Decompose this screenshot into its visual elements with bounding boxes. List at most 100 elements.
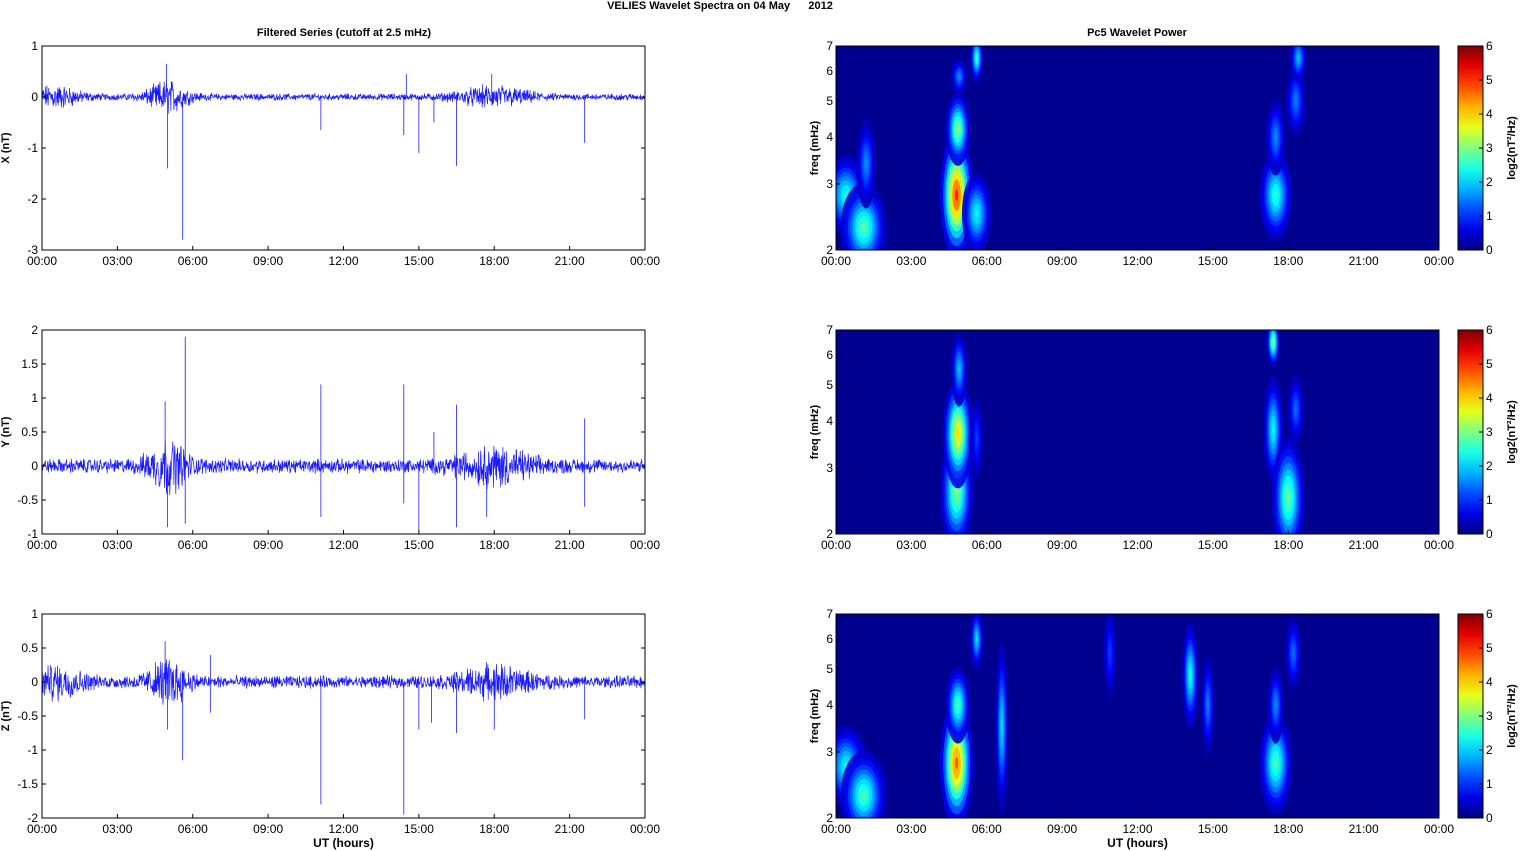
ts-xtick-label: 00:00 [630, 254, 660, 268]
power-band [958, 74, 960, 79]
spectrogram-background [836, 46, 1439, 250]
power-band [1272, 424, 1275, 435]
axes-frame [41, 329, 646, 535]
power-blobs [940, 330, 1305, 534]
colorbar-gradient [1457, 613, 1484, 819]
colorbar-tick-label: 3 [1486, 425, 1493, 439]
ytick-label: 2 [826, 243, 833, 257]
colorbar-tick-label: 1 [1486, 209, 1493, 223]
power-band [954, 757, 959, 770]
ts-xtick-label: 21:00 [555, 822, 585, 836]
spec-xtick-label: 00:00 [821, 822, 851, 836]
y-axis-label: X (nT) [0, 132, 12, 163]
power-band [1274, 701, 1277, 709]
spec-xtick-label: 00:00 [821, 538, 851, 552]
ytick-label: 1 [31, 39, 38, 53]
colorbar-tick-label: 1 [1486, 777, 1493, 791]
ytick-label: 6 [826, 632, 833, 646]
ytick-label: 3 [826, 461, 833, 475]
power-band [1274, 758, 1278, 769]
spec-xtick-label: 06:00 [972, 538, 1002, 552]
power-band [976, 55, 978, 61]
power-band [1294, 405, 1297, 413]
spec-xtick-label: 21:00 [1349, 254, 1379, 268]
ytick-label: 0.5 [21, 425, 38, 439]
ytick-label: 1.5 [21, 357, 38, 371]
colorbar-tick-label: 0 [1486, 811, 1493, 825]
ts-xtick-label: 00:00 [630, 538, 660, 552]
power-band [956, 701, 960, 709]
spec-xtick-label: 09:00 [1047, 254, 1077, 268]
series-trace [41, 439, 646, 495]
colorbar-tick-label: 2 [1486, 175, 1493, 189]
colorbar-tick-label: 6 [1486, 607, 1493, 621]
spectrogram-background [836, 614, 1439, 818]
timeseries-panel-x: -3 -2 -1 0 1 00:00 03:00 06:00 09:00 12:00 15:00 18… [0, 39, 660, 268]
spec-xtick-label: 18:00 [1273, 254, 1303, 268]
power-band [956, 428, 960, 440]
ytick-label: -2 [27, 811, 38, 825]
ts-xtick-label: 15:00 [404, 254, 434, 268]
power-band [958, 365, 960, 373]
ytick-label: 2 [826, 527, 833, 541]
colorbar-tick-label: 4 [1486, 107, 1493, 121]
colorbar-tick-label: 0 [1486, 527, 1493, 541]
series-trace [41, 659, 646, 705]
spec-xtick-label: 15:00 [1198, 822, 1228, 836]
ts-xtick-label: 06:00 [178, 538, 208, 552]
power-band [1189, 670, 1192, 681]
colorbar-tick-label: 5 [1486, 641, 1493, 655]
ytick-label: 2 [31, 323, 38, 337]
power-band [976, 434, 978, 443]
colorbar-tick-label: 3 [1486, 141, 1493, 155]
colorbar-tick-label: 5 [1486, 73, 1493, 87]
ts-xtick-label: 00:00 [27, 822, 57, 836]
ytick-label: 5 [826, 94, 833, 108]
ts-xtick-label: 21:00 [555, 254, 585, 268]
spec-xtick-label: 03:00 [896, 538, 926, 552]
power-band [1207, 700, 1209, 711]
ytick-label: 4 [826, 698, 833, 712]
ts-xtick-label: 15:00 [404, 822, 434, 836]
ytick-label: -1 [27, 527, 38, 541]
ts-xtick-label: 06:00 [178, 822, 208, 836]
spec-xtick-label: 00:00 [821, 254, 851, 268]
ytick-label: 1 [31, 391, 38, 405]
ytick-label: 2 [826, 811, 833, 825]
ytick-label: -3 [27, 243, 38, 257]
colorbar: 0 1 2 3 4 5 6 log2(nT²/Hz) [1457, 323, 1518, 541]
colorbar-tick-label: 5 [1486, 357, 1493, 371]
ytick-label: 3 [826, 177, 833, 191]
y-axis-label: Z (nT) [0, 700, 12, 731]
power-band [1274, 190, 1278, 200]
x-axis-label: UT (hours) [313, 836, 374, 850]
axes-frame [41, 613, 646, 819]
ytick-label: -1 [27, 743, 38, 757]
colorbar-tick-label: 2 [1486, 459, 1493, 473]
spec-xtick-label: 12:00 [1122, 822, 1152, 836]
colorbar-tick-label: 6 [1486, 323, 1493, 337]
spec-xtick-label: 21:00 [1349, 822, 1379, 836]
ytick-label: 3 [826, 745, 833, 759]
spec-xtick-label: 03:00 [896, 822, 926, 836]
power-band [861, 222, 866, 232]
colorbar-label: log2(nT²/Hz) [1506, 116, 1518, 180]
ytick-label: 7 [826, 607, 833, 621]
ytick-label: -2 [27, 192, 38, 206]
ytick-label: 0.5 [21, 641, 38, 655]
ytick-label: 0 [31, 90, 38, 104]
ts-xtick-label: 09:00 [253, 538, 283, 552]
ts-xtick-label: 00:00 [27, 538, 57, 552]
ytick-label: 7 [826, 39, 833, 53]
spec-xtick-label: 06:00 [972, 254, 1002, 268]
colorbar-tick-label: 0 [1486, 243, 1493, 257]
ytick-label: 0 [31, 675, 38, 689]
ytick-label: 4 [826, 414, 833, 428]
power-band [1274, 133, 1277, 141]
colorbar-tick-label: 4 [1486, 391, 1493, 405]
spec-xtick-label: 18:00 [1273, 822, 1303, 836]
ts-xtick-label: 21:00 [555, 538, 585, 552]
power-band [1272, 339, 1274, 345]
ts-xtick-label: 03:00 [102, 254, 132, 268]
